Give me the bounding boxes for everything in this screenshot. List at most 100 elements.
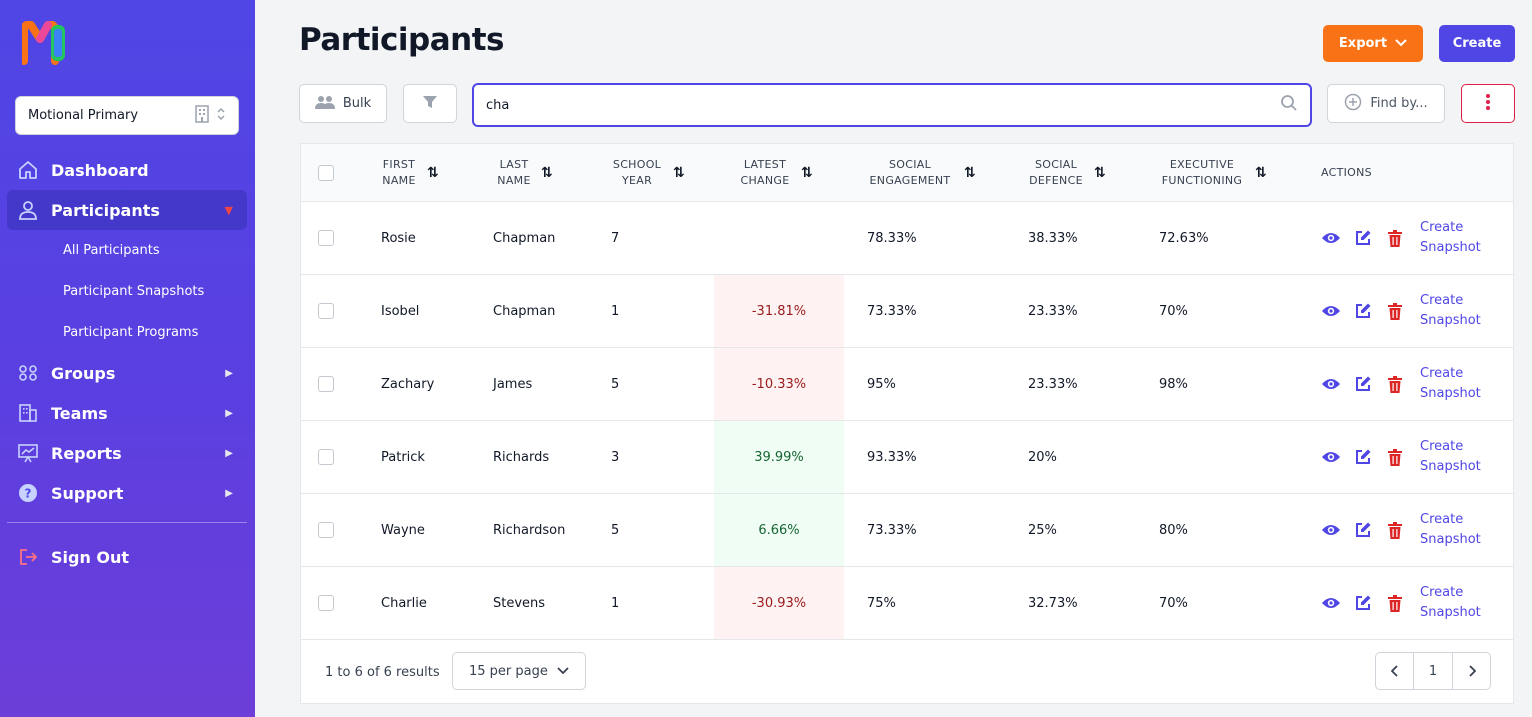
sort-icon[interactable]: ⇅ xyxy=(964,165,977,181)
per-page-select[interactable]: 15 per page xyxy=(452,652,586,690)
edit-icon[interactable] xyxy=(1353,593,1373,613)
sidebar-subitem-participant-snapshots[interactable]: Participant Snapshots xyxy=(63,284,205,299)
column-first-name[interactable]: FIRST NAME ⇅ xyxy=(381,144,439,202)
row-checkbox[interactable] xyxy=(318,449,334,465)
column-social-defence[interactable]: SOCIAL DEFENCE ⇅ xyxy=(1028,144,1106,202)
bulk-label: Bulk xyxy=(342,96,372,111)
school-year-cell: 1 xyxy=(611,595,620,611)
sort-icon[interactable]: ⇅ xyxy=(541,165,554,181)
export-button[interactable]: Export xyxy=(1323,25,1423,62)
sort-icon[interactable]: ⇅ xyxy=(801,165,814,181)
latest-change-cell: 6.66% xyxy=(714,494,844,566)
create-button[interactable]: Create xyxy=(1439,25,1515,62)
first-name-cell: Charlie xyxy=(381,595,427,611)
sidebar-item-teams[interactable]: Teams ▶ xyxy=(7,393,247,433)
school-year-cell: 7 xyxy=(611,230,620,246)
chevron-down-icon xyxy=(557,664,569,679)
create-snapshot-link[interactable]: Create Snapshot xyxy=(1420,439,1481,474)
sidebar-item-signout[interactable]: Sign Out xyxy=(7,537,247,577)
row-select-cell xyxy=(318,421,334,493)
social-defence-cell: 25% xyxy=(1028,522,1057,538)
row-checkbox[interactable] xyxy=(318,303,334,319)
sidebar-item-dashboard[interactable]: Dashboard xyxy=(7,150,247,190)
users-group-icon xyxy=(17,362,39,384)
create-snapshot-link[interactable]: Create Snapshot xyxy=(1420,220,1481,255)
filter-button[interactable] xyxy=(403,84,457,123)
row-checkbox[interactable] xyxy=(318,595,334,611)
column-social-engagement[interactable]: SOCIAL ENGAGEMENT ⇅ xyxy=(866,144,976,202)
sidebar-subitem-all-participants[interactable]: All Participants xyxy=(63,243,160,258)
latest-change-cell: -31.81% xyxy=(714,275,844,347)
search-icon[interactable] xyxy=(1280,94,1298,116)
column-school-year[interactable]: SCHOOL YEAR ⇅ xyxy=(611,144,685,202)
sidebar-divider xyxy=(7,522,247,523)
row-select-cell xyxy=(318,202,334,274)
sidebar-item-support[interactable]: ? Support ▶ xyxy=(7,473,247,513)
eye-icon[interactable] xyxy=(1321,593,1341,613)
column-executive-functioning[interactable]: EXECUTIVE FUNCTIONING ⇅ xyxy=(1159,144,1267,202)
sidebar-item-participants[interactable]: Participants ▼ xyxy=(7,190,247,230)
prev-page-button[interactable] xyxy=(1376,653,1413,689)
trash-icon[interactable] xyxy=(1385,520,1405,540)
select-all-checkbox[interactable] xyxy=(318,165,334,181)
create-snapshot-link[interactable]: Create Snapshot xyxy=(1420,366,1481,401)
create-snapshot-link[interactable]: Create Snapshot xyxy=(1420,585,1481,620)
find-by-button[interactable]: Find by... xyxy=(1327,84,1445,123)
search-input[interactable] xyxy=(486,97,1280,113)
school-select[interactable]: Motional Primary xyxy=(15,96,239,135)
school-year-cell: 5 xyxy=(611,376,620,392)
logout-icon xyxy=(17,546,39,568)
trash-icon[interactable] xyxy=(1385,228,1405,248)
eye-icon[interactable] xyxy=(1321,447,1341,467)
page-title: Participants xyxy=(299,22,505,58)
row-checkbox[interactable] xyxy=(318,230,334,246)
trash-icon[interactable] xyxy=(1385,301,1405,321)
latest-change-cell: 39.99% xyxy=(714,421,844,493)
row-checkbox[interactable] xyxy=(318,376,334,392)
executive-functioning-cell: 98% xyxy=(1159,376,1188,392)
trash-icon[interactable] xyxy=(1385,593,1405,613)
sidebar-item-label: Participants xyxy=(51,200,160,220)
column-label: FIRST NAME xyxy=(382,158,416,187)
sort-icon[interactable]: ⇅ xyxy=(1255,165,1268,181)
column-last-name[interactable]: LAST NAME ⇅ xyxy=(497,144,553,202)
caret-down-icon: ▼ xyxy=(224,203,233,217)
chevron-updown-icon xyxy=(216,106,226,126)
trash-icon[interactable] xyxy=(1385,447,1405,467)
edit-icon[interactable] xyxy=(1353,447,1373,467)
sort-icon[interactable]: ⇅ xyxy=(427,165,440,181)
sort-icon[interactable]: ⇅ xyxy=(1094,165,1107,181)
edit-icon[interactable] xyxy=(1353,228,1373,248)
table-row: Zachary James 5 -10.33% 95% 23.33% 98% Create S… xyxy=(301,348,1513,421)
more-options-button[interactable] xyxy=(1461,84,1515,123)
eye-icon[interactable] xyxy=(1321,374,1341,394)
page-number-button[interactable]: 1 xyxy=(1413,653,1453,689)
column-latest-change[interactable]: LATEST CHANGE ⇅ xyxy=(739,144,813,202)
create-snapshot-link[interactable]: Create Snapshot xyxy=(1420,293,1481,328)
trash-icon[interactable] xyxy=(1385,374,1405,394)
eye-icon[interactable] xyxy=(1321,228,1341,248)
create-snapshot-link[interactable]: Create Snapshot xyxy=(1420,512,1481,547)
social-defence-cell: 32.73% xyxy=(1028,595,1078,611)
sidebar-item-groups[interactable]: Groups ▶ xyxy=(7,353,247,393)
eye-icon[interactable] xyxy=(1321,301,1341,321)
search-field[interactable] xyxy=(472,83,1312,127)
sidebar-subitem-participant-programs[interactable]: Participant Programs xyxy=(63,325,199,340)
sidebar-item-reports[interactable]: Reports ▶ xyxy=(7,433,247,473)
edit-icon[interactable] xyxy=(1353,301,1373,321)
eye-icon[interactable] xyxy=(1321,520,1341,540)
next-page-button[interactable] xyxy=(1453,653,1490,689)
sort-icon[interactable]: ⇅ xyxy=(673,165,686,181)
edit-icon[interactable] xyxy=(1353,374,1373,394)
last-name-cell: Stevens xyxy=(493,595,546,611)
table-row: Wayne Richardson 5 6.66% 73.33% 25% 80% Create … xyxy=(301,494,1513,567)
bulk-button[interactable]: Bulk xyxy=(299,84,387,123)
edit-icon[interactable] xyxy=(1353,520,1373,540)
latest-change-cell: -30.93% xyxy=(714,567,844,639)
sidebar-item-label: Groups xyxy=(51,363,116,383)
row-checkbox[interactable] xyxy=(318,522,334,538)
user-icon xyxy=(17,199,39,221)
social-defence-cell: 23.33% xyxy=(1028,376,1078,392)
social-engagement-cell: 78.33% xyxy=(867,230,917,246)
motional-logo[interactable] xyxy=(20,20,68,65)
